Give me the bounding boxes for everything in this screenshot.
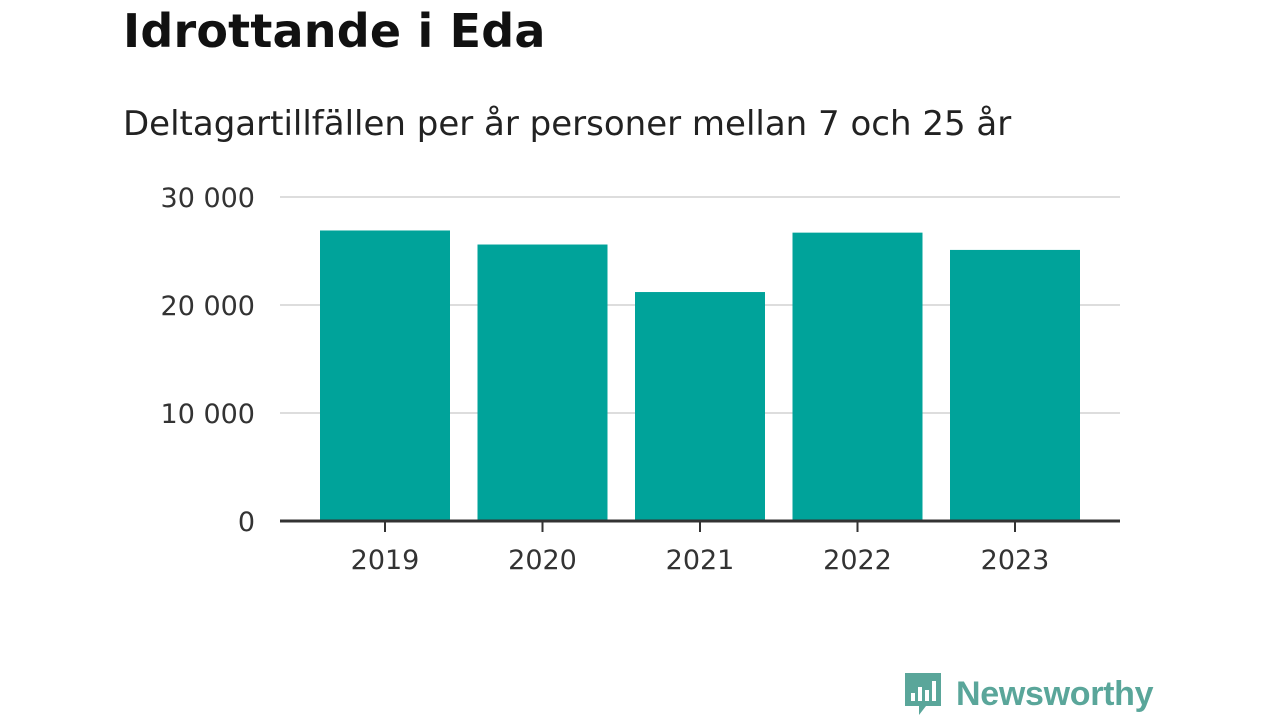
bar [792,232,923,521]
x-tick-label: 2019 [351,545,420,576]
x-tick-label: 2022 [823,545,892,576]
y-tick-label: 30 000 [161,183,255,214]
chart-subtitle: Deltagartillfällen per år personer mella… [123,104,1012,144]
brand-logo: Newsworthy [902,670,1154,718]
y-tick-label: 20 000 [161,291,255,322]
bar [477,244,608,521]
y-tick-label: 0 [238,507,255,538]
bar [950,249,1080,522]
newsworthy-logo-icon [905,673,941,715]
x-tick-label: 2020 [508,545,577,576]
brand-name: Newsworthy [956,674,1154,713]
bar [320,230,450,522]
y-tick-label: 10 000 [161,399,255,430]
bar [635,292,765,521]
x-tick-label: 2023 [981,545,1050,576]
x-tick-label: 2021 [666,545,735,576]
chart-title: Idrottande i Eda [123,4,546,58]
